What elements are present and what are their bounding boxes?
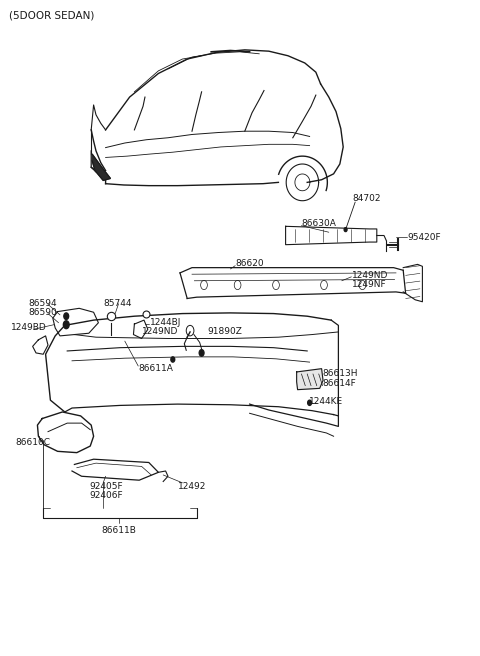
- Text: 92406F: 92406F: [89, 491, 123, 501]
- Circle shape: [63, 321, 69, 329]
- Text: 1244BJ: 1244BJ: [150, 318, 181, 327]
- Polygon shape: [92, 154, 110, 180]
- Circle shape: [64, 313, 69, 319]
- Text: 1249BD: 1249BD: [11, 323, 46, 333]
- Text: (5DOOR SEDAN): (5DOOR SEDAN): [9, 10, 94, 20]
- Text: 86630A: 86630A: [301, 218, 336, 228]
- Text: 91890Z: 91890Z: [207, 327, 242, 337]
- Text: 95420F: 95420F: [407, 233, 441, 242]
- Text: 86610C: 86610C: [15, 438, 50, 447]
- Text: 86613H: 86613H: [323, 369, 358, 379]
- Text: 86620: 86620: [235, 258, 264, 268]
- Text: 86614F: 86614F: [323, 379, 356, 388]
- Circle shape: [344, 228, 347, 232]
- Text: 1249NF: 1249NF: [352, 280, 387, 289]
- Text: 1244KE: 1244KE: [309, 397, 343, 406]
- Text: 86590: 86590: [29, 308, 58, 317]
- Text: 92405F: 92405F: [89, 482, 123, 491]
- Text: 86611A: 86611A: [138, 364, 173, 373]
- Text: 1249ND: 1249ND: [352, 271, 389, 280]
- Circle shape: [199, 350, 204, 356]
- Text: 86594: 86594: [29, 298, 58, 308]
- Circle shape: [171, 357, 175, 362]
- Text: 85744: 85744: [103, 298, 132, 308]
- Polygon shape: [297, 369, 323, 390]
- Text: 84702: 84702: [353, 194, 381, 203]
- Text: 12492: 12492: [178, 482, 206, 491]
- Text: 86611B: 86611B: [102, 525, 136, 535]
- Circle shape: [308, 400, 312, 405]
- Text: 1249ND: 1249ND: [142, 327, 178, 337]
